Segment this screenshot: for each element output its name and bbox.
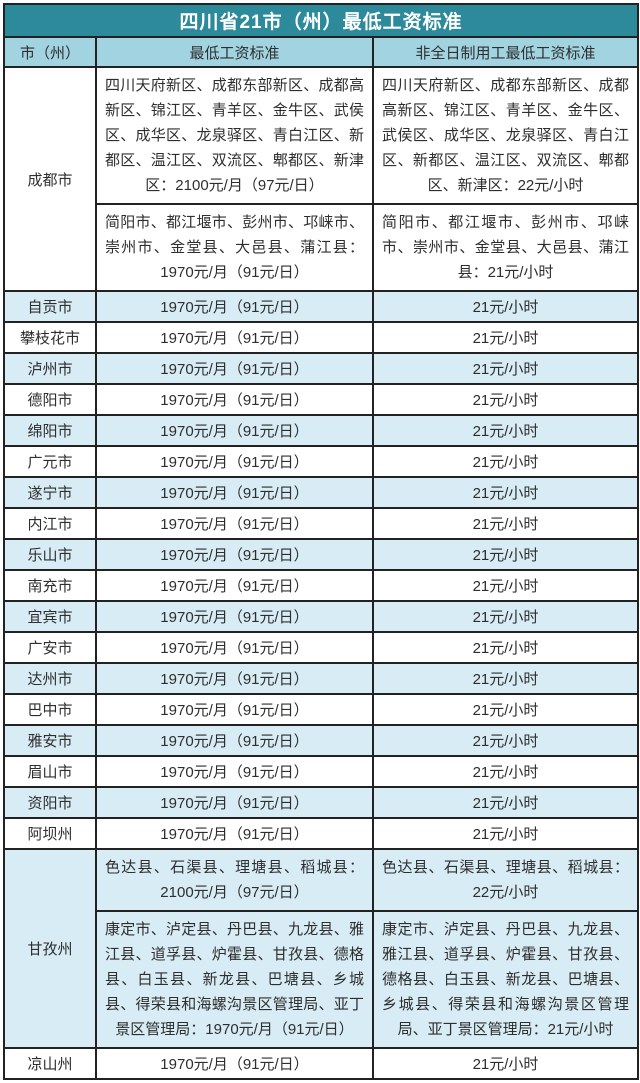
hourly-wage-cell: 21元/小时 <box>371 786 640 819</box>
monthly-wage-cell: 1970元/月（91元/日） <box>95 600 374 633</box>
hourly-wage-cell: 21元/小时 <box>371 290 640 323</box>
city-cell: 凉山州 <box>3 1047 97 1080</box>
monthly-wage-cell: 简阳市、都江堰市、彭州市、邛崃市、崇州市、金堂县、大邑县、蒲江县：1970元/月… <box>95 203 374 292</box>
table-row: 成都市 四川天府新区、成都东部新区、成都高新区、锦江区、青羊区、金牛区、武侯区、… <box>3 66 640 292</box>
city-cell: 自贡市 <box>3 290 97 323</box>
hourly-wage-cell: 21元/小时 <box>371 724 640 757</box>
table-row: 康定市、泸定县、丹巴县、九龙县、雅江县、道孚县、炉霍县、甘孜县、德格县、白玉县、… <box>4 910 640 1049</box>
hourly-wage-cell: 21元/小时 <box>371 1047 640 1080</box>
city-cell: 甘孜州 <box>3 848 97 1049</box>
monthly-wage-cell: 1970元/月（91元/日） <box>95 662 374 695</box>
title-row: 四川省21市（州）最低工资标准 <box>2 3 640 38</box>
column-header-minimum-wage: 最低工资标准 <box>95 36 374 68</box>
hourly-wage-cell: 21元/小时 <box>371 321 640 354</box>
monthly-wage-cell: 1970元/月（91元/日） <box>95 414 374 447</box>
city-cell: 内江市 <box>3 507 97 540</box>
monthly-wage-cell: 1970元/月（91元/日） <box>95 693 374 726</box>
monthly-wage-cell: 1970元/月（91元/日） <box>95 476 374 509</box>
monthly-wage-cell: 1970元/月（91元/日） <box>95 352 374 385</box>
table-row: 德阳市 1970元/月（91元/日） 21元/小时 <box>3 383 640 416</box>
hourly-wage-cell: 21元/小时 <box>371 445 640 478</box>
table-row: 巴中市 1970元/月（91元/日） 21元/小时 <box>3 693 640 726</box>
table-row: 攀枝花市 1970元/月（91元/日） 21元/小时 <box>3 321 640 354</box>
hourly-wage-cell: 21元/小时 <box>371 631 640 664</box>
city-cell: 达州市 <box>3 662 97 695</box>
table-row: 资阳市 1970元/月（91元/日） 21元/小时 <box>3 786 640 819</box>
column-header-parttime-minimum-wage: 非全日制用工最低工资标准 <box>371 36 640 68</box>
city-cell: 成都市 <box>3 66 97 292</box>
monthly-wage-cell: 1970元/月（91元/日） <box>95 724 374 757</box>
hourly-wage-cell: 21元/小时 <box>371 476 640 509</box>
table-row: 南充市 1970元/月（91元/日） 21元/小时 <box>3 569 640 602</box>
city-cell: 泸州市 <box>3 352 97 385</box>
column-header-region: 市（州） <box>3 36 97 68</box>
table-row: 凉山州 1970元/月（91元/日） 21元/小时 <box>3 1047 640 1080</box>
city-cell: 资阳市 <box>3 786 97 819</box>
table-row: 泸州市 1970元/月（91元/日） 21元/小时 <box>3 352 640 385</box>
monthly-wage-cell: 四川天府新区、成都东部新区、成都高新区、锦江区、青羊区、金牛区、武侯区、成华区、… <box>95 66 374 205</box>
hourly-wage-cell: 21元/小时 <box>371 693 640 726</box>
monthly-wage-cell: 1970元/月（91元/日） <box>95 383 374 416</box>
table-row: 雅安市 1970元/月（91元/日） 21元/小时 <box>3 724 640 757</box>
monthly-wage-cell: 1970元/月（91元/日） <box>95 631 374 664</box>
hourly-wage-cell: 21元/小时 <box>371 600 640 633</box>
hourly-wage-cell: 21元/小时 <box>371 662 640 695</box>
hourly-wage-cell: 21元/小时 <box>371 414 640 447</box>
city-cell: 巴中市 <box>3 693 97 726</box>
monthly-wage-cell: 1970元/月（91元/日） <box>95 569 374 602</box>
table-row: 内江市 1970元/月（91元/日） 21元/小时 <box>3 507 640 540</box>
minimum-wage-table: 四川省21市（州）最低工资标准 市（州） 最低工资标准 非全日制用工最低工资标准… <box>2 3 640 1080</box>
city-cell: 广元市 <box>3 445 97 478</box>
monthly-wage-cell: 1970元/月（91元/日） <box>95 755 374 788</box>
monthly-wage-cell: 1970元/月（91元/日） <box>95 507 374 540</box>
hourly-wage-cell: 21元/小时 <box>371 569 640 602</box>
city-cell: 攀枝花市 <box>3 321 97 354</box>
monthly-wage-cell: 1970元/月（91元/日） <box>95 538 374 571</box>
table-title: 四川省21市（州）最低工资标准 <box>2 3 640 38</box>
hourly-wage-cell: 简阳市、都江堰市、彭州市、邛崃市、崇州市、金堂县、大邑县、蒲江县：21元/小时 <box>371 203 640 292</box>
table-row: 甘孜州 色达县、石渠县、理塘县、稻城县：2100元/月（97元/日） 色达县、石… <box>3 848 640 1049</box>
table-row: 简阳市、都江堰市、彭州市、邛崃市、崇州市、金堂县、大邑县、蒲江县：1970元/月… <box>4 203 640 292</box>
monthly-wage-cell: 色达县、石渠县、理塘县、稻城县：2100元/月（97元/日） <box>95 848 374 912</box>
city-cell: 绵阳市 <box>3 414 97 447</box>
city-cell: 雅安市 <box>3 724 97 757</box>
hourly-wage-cell: 21元/小时 <box>371 383 640 416</box>
table-row: 绵阳市 1970元/月（91元/日） 21元/小时 <box>3 414 640 447</box>
city-cell: 乐山市 <box>3 538 97 571</box>
city-cell: 眉山市 <box>3 755 97 788</box>
hourly-wage-cell: 21元/小时 <box>371 755 640 788</box>
table-row: 眉山市 1970元/月（91元/日） 21元/小时 <box>3 755 640 788</box>
hourly-wage-cell: 21元/小时 <box>371 538 640 571</box>
city-cell: 阿坝州 <box>3 817 97 850</box>
hourly-wage-cell: 21元/小时 <box>371 352 640 385</box>
monthly-wage-cell: 康定市、泸定县、丹巴县、九龙县、雅江县、道孚县、炉霍县、甘孜县、德格县、白玉县、… <box>95 910 374 1049</box>
hourly-wage-cell: 21元/小时 <box>371 817 640 850</box>
hourly-wage-cell: 四川天府新区、成都东部新区、成都高新区、锦江区、青羊区、金牛区、武侯区、成华区、… <box>371 66 640 205</box>
header-row: 市（州） 最低工资标准 非全日制用工最低工资标准 <box>3 36 640 68</box>
table-row: 阿坝州 1970元/月（91元/日） 21元/小时 <box>3 817 640 850</box>
city-cell: 广安市 <box>3 631 97 664</box>
table-row: 广元市 1970元/月（91元/日） 21元/小时 <box>3 445 640 478</box>
table-row: 达州市 1970元/月（91元/日） 21元/小时 <box>3 662 640 695</box>
city-cell: 宜宾市 <box>3 600 97 633</box>
monthly-wage-cell: 1970元/月（91元/日） <box>95 786 374 819</box>
monthly-wage-cell: 1970元/月（91元/日） <box>95 1047 374 1080</box>
hourly-wage-cell: 21元/小时 <box>371 507 640 540</box>
city-cell: 遂宁市 <box>3 476 97 509</box>
monthly-wage-cell: 1970元/月（91元/日） <box>95 321 374 354</box>
table-row: 广安市 1970元/月（91元/日） 21元/小时 <box>3 631 640 664</box>
monthly-wage-cell: 1970元/月（91元/日） <box>95 817 374 850</box>
hourly-wage-cell: 康定市、泸定县、丹巴县、九龙县、雅江县、道孚县、炉霍县、甘孜县、德格县、白玉县、… <box>371 910 640 1049</box>
city-cell: 南充市 <box>3 569 97 602</box>
hourly-wage-cell: 色达县、石渠县、理塘县、稻城县：22元/小时 <box>371 848 640 912</box>
table-row: 自贡市 1970元/月（91元/日） 21元/小时 <box>3 290 640 323</box>
monthly-wage-cell: 1970元/月（91元/日） <box>95 445 374 478</box>
table-row: 乐山市 1970元/月（91元/日） 21元/小时 <box>3 538 640 571</box>
monthly-wage-cell: 1970元/月（91元/日） <box>95 290 374 323</box>
table-row: 遂宁市 1970元/月（91元/日） 21元/小时 <box>3 476 640 509</box>
city-cell: 德阳市 <box>3 383 97 416</box>
table-row: 宜宾市 1970元/月（91元/日） 21元/小时 <box>3 600 640 633</box>
